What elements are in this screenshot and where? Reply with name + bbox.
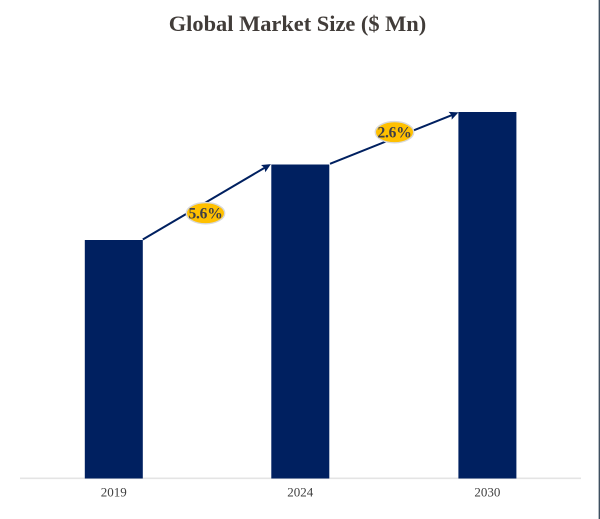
svg-text:5.6%: 5.6% xyxy=(188,205,222,222)
svg-text:2024: 2024 xyxy=(287,484,314,499)
svg-text:2019: 2019 xyxy=(101,484,127,499)
svg-text:2030: 2030 xyxy=(474,484,500,499)
svg-text:2.6%: 2.6% xyxy=(377,124,411,141)
